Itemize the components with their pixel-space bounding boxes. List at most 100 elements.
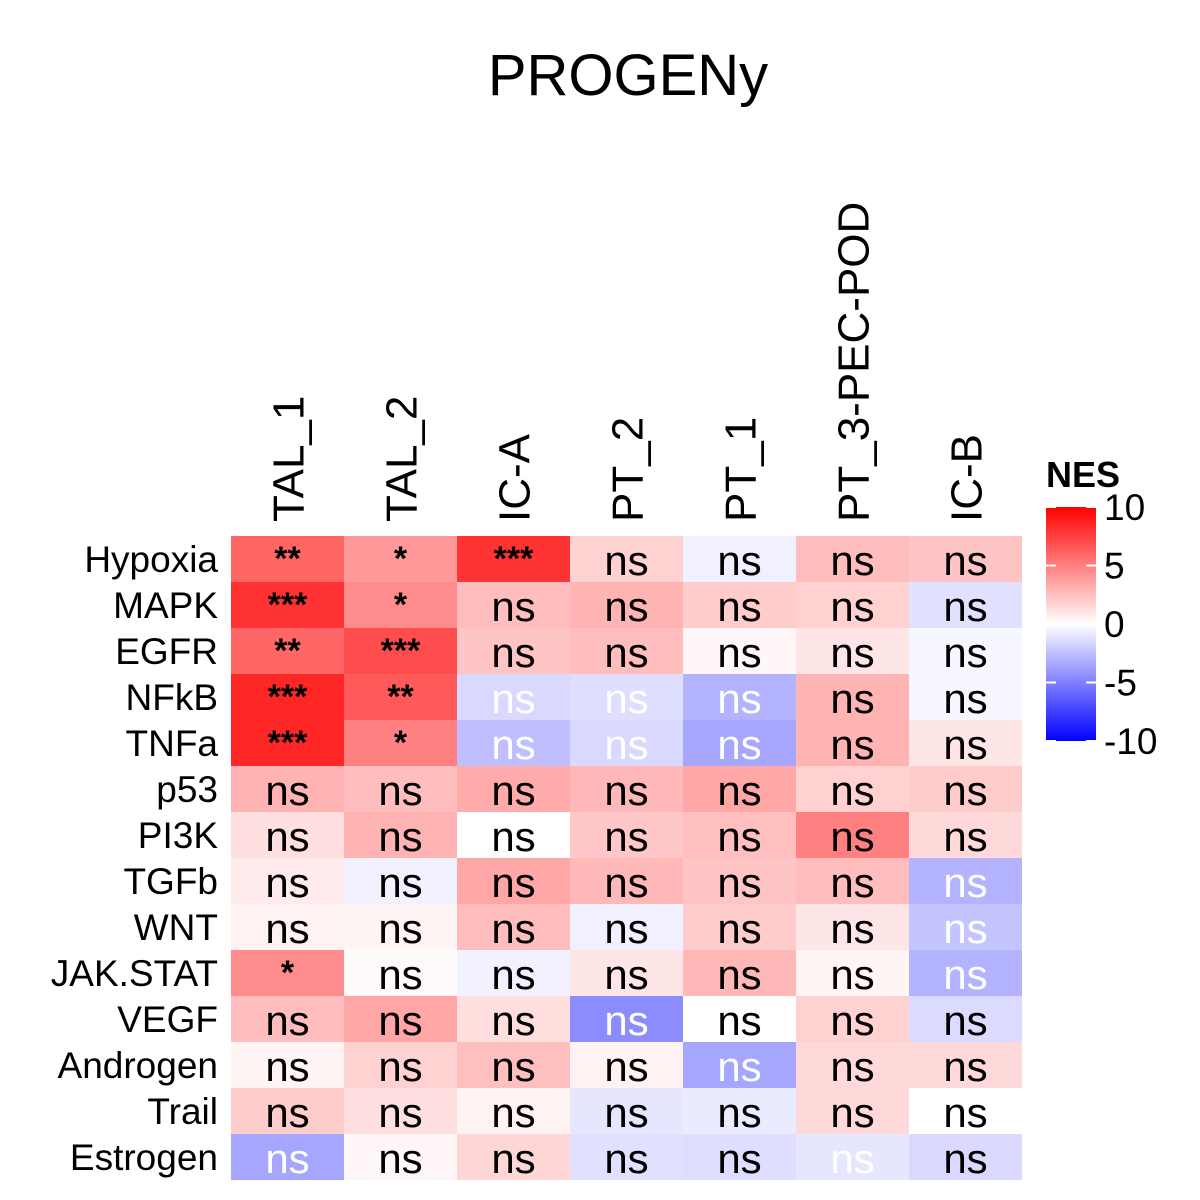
heatmap-cells: ** * *** ns ns ns ns*** * ns ns ns ns ns** *** ns ns ns n… (231, 536, 1022, 1182)
heatmap-cell (683, 950, 796, 996)
cell-significance-label: ns (378, 951, 422, 998)
cell-significance-label: ns (265, 1089, 309, 1136)
heatmap-cell (796, 1088, 909, 1134)
heatmap-cell (570, 720, 683, 766)
cell-significance-label: ns (378, 859, 422, 906)
cell-significance-label: ns (604, 537, 648, 584)
heatmap-cell (909, 1088, 1022, 1134)
cell-significance-label: ns (265, 813, 309, 860)
heatmap-cell (570, 766, 683, 812)
heatmap-cell (344, 674, 457, 720)
cell-significance-label: ns (943, 537, 987, 584)
cell-significance-label: ns (491, 629, 535, 676)
heatmap-cell (683, 766, 796, 812)
heatmap-cell (457, 996, 570, 1042)
heatmap-cell (344, 858, 457, 904)
cell-significance-label: ns (604, 905, 648, 952)
legend-tick-label: -5 (1104, 663, 1137, 704)
heatmap-cell (683, 1134, 796, 1180)
cell-significance-label: ns (943, 629, 987, 676)
heatmap-cell (457, 904, 570, 950)
cell-significance-label: ns (943, 859, 987, 906)
heatmap-cell (683, 720, 796, 766)
row-label: PI3K (138, 815, 219, 856)
heatmap-cell (909, 720, 1022, 766)
heatmap-cell (344, 628, 457, 674)
cell-significance-label: ns (717, 813, 761, 860)
legend-tick-label: 0 (1104, 604, 1125, 645)
heatmap-cell (344, 950, 457, 996)
heatmap-cell (570, 812, 683, 858)
heatmap-cell (344, 536, 457, 582)
heatmap-cell (231, 536, 344, 582)
column-label: PT_3-PEC-POD (830, 202, 879, 522)
heatmap-cell (457, 812, 570, 858)
row-label: TGFb (123, 861, 218, 902)
cell-significance-label: ns (717, 1043, 761, 1090)
cell-significance-label: ns (943, 1135, 987, 1182)
cell-significance-label: ns (830, 1135, 874, 1182)
cell-significance-label: ns (943, 813, 987, 860)
heatmap-cell (457, 950, 570, 996)
cell-significance-label: ns (717, 583, 761, 630)
cell-significance-label: ns (491, 1135, 535, 1182)
heatmap-cell (231, 628, 344, 674)
column-label: IC-B (943, 434, 992, 522)
heatmap-cell (457, 628, 570, 674)
cell-significance-label: ns (265, 859, 309, 906)
row-label: VEGF (117, 999, 218, 1040)
heatmap-cell (457, 582, 570, 628)
cell-significance-label: ns (943, 721, 987, 768)
cell-significance-label: ns (604, 1135, 648, 1182)
cell-significance-label: *** (381, 632, 421, 670)
column-label: TAL_1 (265, 396, 314, 522)
cell-significance-label: ns (378, 1043, 422, 1090)
heatmap-cell (796, 996, 909, 1042)
cell-significance-label: ns (830, 721, 874, 768)
heatmap-cell (344, 582, 457, 628)
heatmap-cell (457, 1042, 570, 1088)
heatmap-cell (683, 858, 796, 904)
heatmap-cell (909, 858, 1022, 904)
column-label: PT_1 (717, 417, 766, 522)
heatmap-cell (231, 996, 344, 1042)
cell-significance-label: ns (604, 813, 648, 860)
cell-significance-label: ns (830, 629, 874, 676)
cell-significance-label: *** (268, 724, 308, 762)
row-label: p53 (156, 769, 218, 810)
heatmap-cell (457, 766, 570, 812)
heatmap-cell (909, 582, 1022, 628)
cell-significance-label: ns (604, 767, 648, 814)
cell-significance-label: * (394, 724, 408, 762)
heatmap-cell (796, 858, 909, 904)
heatmap-cell (909, 674, 1022, 720)
cell-significance-label: ns (604, 1043, 648, 1090)
heatmap-cell (796, 628, 909, 674)
cell-significance-label: ns (265, 767, 309, 814)
heatmap-cell (909, 536, 1022, 582)
heatmap-cell (683, 628, 796, 674)
cell-significance-label: ** (274, 540, 301, 578)
cell-significance-label: ns (717, 1089, 761, 1136)
heatmap-cell (909, 904, 1022, 950)
cell-significance-label: ns (830, 905, 874, 952)
heatmap-cell (344, 720, 457, 766)
row-label: EGFR (115, 631, 218, 672)
heatmap-cell (683, 812, 796, 858)
heatmap-cell (570, 904, 683, 950)
cell-significance-label: ns (265, 997, 309, 1044)
cell-significance-label: ns (717, 537, 761, 584)
legend-tick-label: -10 (1104, 721, 1157, 762)
cell-significance-label: ns (604, 629, 648, 676)
cell-significance-label: ns (943, 1089, 987, 1136)
heatmap-cell (457, 1134, 570, 1180)
heatmap-cell (909, 628, 1022, 674)
cell-significance-label: ns (378, 1135, 422, 1182)
cell-significance-label: ns (830, 767, 874, 814)
legend-tick-label: 10 (1104, 487, 1145, 528)
cell-significance-label: ns (265, 1043, 309, 1090)
heatmap-cell (344, 766, 457, 812)
cell-significance-label: ns (830, 675, 874, 722)
heatmap-cell (796, 950, 909, 996)
